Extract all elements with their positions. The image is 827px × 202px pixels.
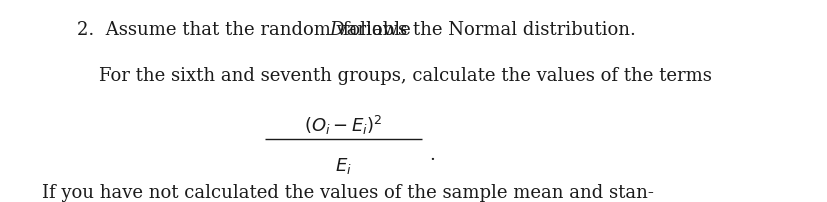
- Text: D: D: [328, 21, 343, 39]
- Text: $E_i$: $E_i$: [335, 156, 351, 176]
- Text: For the sixth and seventh groups, calculate the values of the terms: For the sixth and seventh groups, calcul…: [99, 67, 711, 85]
- Text: $(O_i - E_i)^2$: $(O_i - E_i)^2$: [304, 113, 382, 136]
- Text: If you have not calculated the values of the sample mean and stan-: If you have not calculated the values of…: [42, 183, 653, 201]
- Text: follows the Normal distribution.: follows the Normal distribution.: [337, 21, 635, 39]
- Text: 2.  Assume that the random variable: 2. Assume that the random variable: [77, 21, 416, 39]
- Text: .: .: [428, 145, 434, 163]
